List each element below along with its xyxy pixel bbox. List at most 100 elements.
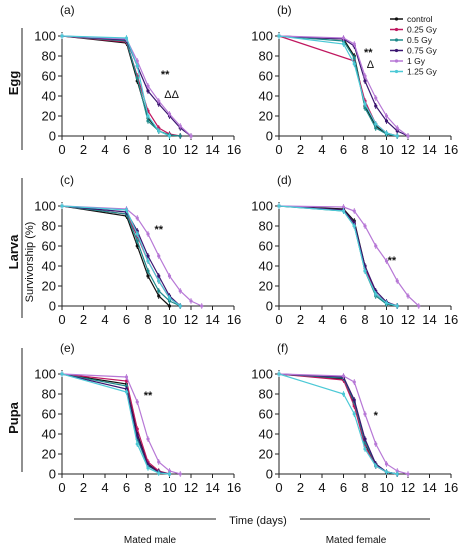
data-point xyxy=(146,84,150,88)
series-line-1-gy xyxy=(61,35,192,137)
significance-annotation: ** xyxy=(364,47,373,59)
x-tick-label: 0 xyxy=(58,312,65,327)
data-point xyxy=(157,99,161,103)
data-point xyxy=(178,289,182,293)
data-point xyxy=(178,134,182,138)
data-point xyxy=(384,462,389,466)
data-point xyxy=(352,398,356,402)
data-point xyxy=(135,59,139,63)
data-point xyxy=(146,89,150,93)
x-tick-label: 0 xyxy=(275,312,282,327)
data-point xyxy=(384,470,389,474)
y-tick-label: 60 xyxy=(42,69,56,84)
x-tick-label: 2 xyxy=(80,312,87,327)
y-tick-label: 100 xyxy=(251,199,273,214)
data-point xyxy=(135,64,139,68)
y-tick-label: 60 xyxy=(259,407,273,422)
data-point xyxy=(395,472,399,476)
panel-label: (b) xyxy=(277,3,292,17)
x-tick-label: 2 xyxy=(297,312,304,327)
x-tick-label: 12 xyxy=(401,312,415,327)
data-point xyxy=(406,472,410,476)
panel-label: (f) xyxy=(277,341,288,355)
data-point xyxy=(157,129,161,133)
data-point xyxy=(352,42,356,46)
x-tick-label: 12 xyxy=(401,480,415,495)
data-point xyxy=(135,400,139,404)
data-point xyxy=(363,102,367,106)
y-tick-label: 0 xyxy=(49,129,56,144)
data-point xyxy=(406,294,410,298)
x-tick-label: 2 xyxy=(80,142,87,157)
data-point xyxy=(200,304,204,308)
data-point xyxy=(157,254,161,258)
data-point xyxy=(384,301,389,305)
x-tick-label: 6 xyxy=(123,142,130,157)
data-point xyxy=(277,204,281,208)
data-point xyxy=(395,126,399,130)
data-point xyxy=(146,119,150,123)
x-tick-label: 8 xyxy=(361,312,368,327)
series-line-0-25-gy xyxy=(278,373,398,475)
data-point xyxy=(157,471,161,475)
y-tick-label: 100 xyxy=(251,29,273,44)
data-point xyxy=(277,34,281,38)
series-line-1-25-gy xyxy=(61,35,170,137)
data-point xyxy=(146,254,150,258)
x-axis-title: Time (days) xyxy=(229,515,287,527)
y-tick-label: 20 xyxy=(259,109,273,124)
x-tick-label: 0 xyxy=(58,142,65,157)
x-tick-label: 12 xyxy=(184,480,198,495)
x-tick-label: 14 xyxy=(422,142,436,157)
series-line-control xyxy=(278,205,398,307)
panel-label: (d) xyxy=(277,173,292,187)
x-tick-label: 10 xyxy=(162,312,176,327)
x-tick-label: 4 xyxy=(101,480,108,495)
data-point xyxy=(374,292,378,296)
data-point xyxy=(146,232,150,236)
series-line-0-75-gy xyxy=(61,373,170,475)
data-point xyxy=(189,299,193,303)
data-point xyxy=(374,104,378,108)
x-tick-label: 6 xyxy=(340,480,347,495)
data-point xyxy=(167,304,172,308)
data-point xyxy=(417,304,421,308)
data-point xyxy=(167,472,172,476)
data-point xyxy=(341,209,346,213)
y-axis-title: Survivorship (%) xyxy=(24,222,36,303)
y-tick-label: 40 xyxy=(259,259,273,274)
data-point xyxy=(395,304,399,308)
y-tick-label: 80 xyxy=(259,219,273,234)
x-tick-label: 10 xyxy=(379,142,393,157)
y-tick-label: 80 xyxy=(42,49,56,64)
data-point xyxy=(146,269,150,273)
x-tick-label: 10 xyxy=(379,480,393,495)
data-point xyxy=(363,447,367,451)
data-point xyxy=(352,56,356,60)
row-label-egg: Egg xyxy=(6,71,21,96)
legend-marker xyxy=(394,69,399,74)
data-point xyxy=(178,472,182,476)
significance-annotation: ** xyxy=(144,390,153,402)
x-tick-label: 4 xyxy=(318,312,325,327)
series-line-control xyxy=(61,35,181,137)
data-point xyxy=(135,434,139,438)
data-point xyxy=(277,372,281,376)
data-point xyxy=(363,74,367,78)
series-line-1-gy xyxy=(61,373,181,475)
x-tick-label: 6 xyxy=(340,312,347,327)
y-tick-label: 20 xyxy=(42,447,56,462)
x-tick-label: 16 xyxy=(227,480,241,495)
data-point xyxy=(178,124,182,128)
series-line-0-5-gy xyxy=(278,373,398,475)
data-point xyxy=(124,208,129,212)
y-tick-label: 100 xyxy=(34,199,56,214)
data-point xyxy=(157,274,161,278)
data-point xyxy=(178,304,182,308)
